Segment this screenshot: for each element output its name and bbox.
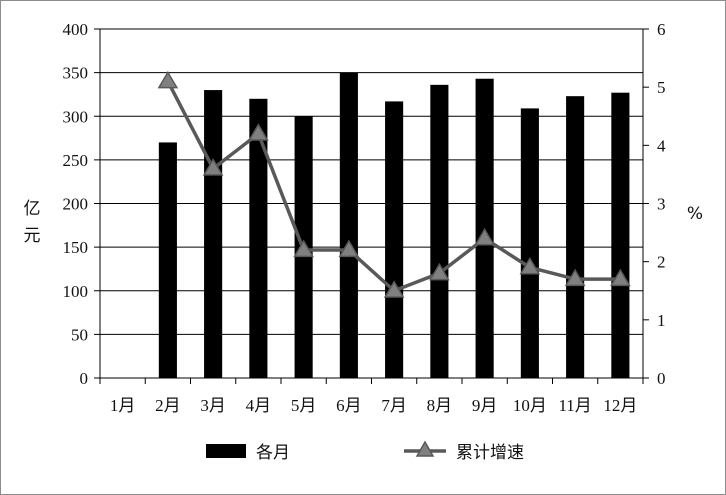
- x-tick-label: 3月: [200, 396, 226, 415]
- gridlines: [100, 28, 643, 335]
- bar: [566, 96, 585, 379]
- x-tick-label: 11月: [558, 396, 591, 415]
- legend-label-bar: 各月: [256, 443, 290, 463]
- line-point: [519, 257, 541, 275]
- line-point: [338, 239, 360, 258]
- x-tick-label: 8月: [427, 396, 453, 415]
- x-tick-label: 9月: [472, 396, 498, 415]
- x-tick-label: 1月: [110, 396, 136, 415]
- left-tick-label: 150: [63, 238, 89, 257]
- x-tick-label: 4月: [246, 396, 272, 415]
- bar: [385, 101, 404, 378]
- line-point: [293, 239, 314, 258]
- left-tick-label: 400: [63, 20, 89, 39]
- line-point: [383, 280, 405, 298]
- bar: [158, 142, 177, 378]
- bar: [430, 84, 449, 378]
- line-point: [474, 227, 495, 246]
- legend-swatch-marker: [415, 440, 435, 457]
- line-point: [429, 262, 450, 281]
- bar: [611, 92, 630, 378]
- x-tick-label: 6月: [336, 396, 362, 415]
- bar: [520, 108, 539, 379]
- right-tick-label: 5: [657, 78, 666, 97]
- line-point: [202, 158, 224, 176]
- line-point: [610, 268, 631, 287]
- x-tick-label: 12月: [603, 396, 637, 415]
- right-tick-label: 6: [657, 20, 666, 39]
- right-tick-label: 0: [657, 369, 666, 388]
- bar: [204, 90, 223, 378]
- x-tick-label: 5月: [291, 396, 317, 415]
- axes: [94, 28, 649, 384]
- left-axis-label-char-1: 亿: [24, 199, 41, 219]
- bar-series: [158, 72, 630, 379]
- left-tick-label: 300: [63, 107, 89, 126]
- left-tick-label: 200: [63, 195, 89, 214]
- right-axis-label: %: [687, 204, 703, 224]
- legend-label-line: 累计增速: [456, 443, 524, 463]
- x-tick-label: 2月: [155, 396, 181, 415]
- right-axis-ticks: 0 1 2 3 4 5 6: [657, 20, 666, 388]
- legend: 各月 累计增速: [206, 440, 524, 463]
- line-point: [248, 123, 269, 141]
- left-tick-label: 0: [80, 369, 89, 388]
- line-series: [157, 70, 631, 298]
- right-tick-label: 3: [657, 195, 666, 214]
- line-point: [157, 70, 179, 89]
- line-point: [564, 268, 586, 287]
- legend-swatch-bar: [206, 444, 246, 458]
- left-axis-ticks: 0 50 100 150 200 250 300 350 400: [63, 20, 89, 388]
- left-tick-label: 350: [63, 64, 89, 83]
- bar: [339, 72, 358, 378]
- x-axis-ticks: 1月 2月 3月 4月 5月 6月 7月 8月 9月 10月 11月 12月: [110, 396, 638, 415]
- x-tick-label: 7月: [381, 396, 407, 415]
- left-tick-label: 250: [63, 151, 89, 170]
- x-tick-label: 10月: [513, 396, 547, 415]
- right-tick-label: 4: [657, 136, 666, 155]
- left-tick-label: 100: [63, 282, 89, 301]
- right-tick-label: 1: [657, 311, 666, 330]
- left-axis-label-char-2: 元: [24, 226, 41, 246]
- left-tick-label: 50: [71, 325, 88, 344]
- bar: [249, 98, 268, 379]
- right-tick-label: 2: [657, 253, 666, 272]
